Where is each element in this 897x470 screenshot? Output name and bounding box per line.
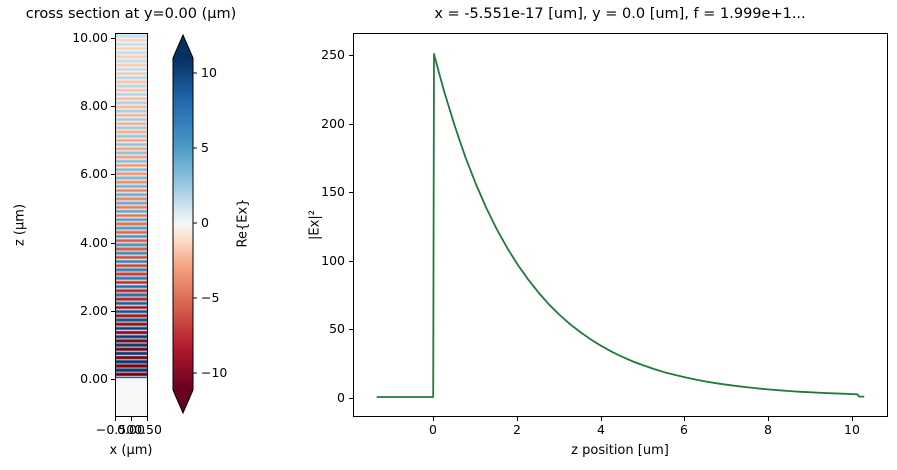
right-ytick-mark	[349, 192, 353, 193]
right-ytick-mark	[349, 55, 353, 56]
right-ytick-mark	[349, 261, 353, 262]
left-yaxis-label: z (μm)	[12, 203, 28, 247]
left-xtick-label: 0.00	[117, 422, 145, 437]
right-xtick-label: 6	[680, 422, 688, 437]
right-ytick-label: 150	[321, 184, 345, 199]
left-plot-title: cross section at y=0.00 (μm)	[25, 6, 237, 22]
right-xtick-mark	[433, 417, 434, 421]
left-ytick-label: 6.00	[80, 166, 108, 181]
colorbar	[172, 33, 197, 415]
right-ytick-mark	[349, 124, 353, 125]
right-xaxis-label: z position [um]	[571, 443, 669, 458]
right-ytick-label: 100	[321, 253, 345, 268]
right-ytick-label: 250	[321, 47, 345, 62]
left-ytick-mark	[111, 311, 115, 312]
left-ytick-mark	[111, 38, 115, 39]
right-xtick-label: 2	[513, 422, 521, 437]
colorbar-bar	[172, 33, 194, 415]
heatmap-image	[116, 34, 147, 416]
right-yaxis-label: |Ex|²	[307, 210, 323, 240]
right-xtick-label: 10	[844, 422, 860, 437]
left-xtick-label: 0.50	[134, 422, 162, 437]
left-ytick-label: 0.00	[80, 371, 108, 386]
ex2-curve	[376, 53, 865, 398]
right-xtick-mark	[517, 417, 518, 421]
right-plot-title: x = -5.551e-17 [um], y = 0.0 [um], f = 1…	[434, 6, 806, 22]
right-xtick-mark	[768, 417, 769, 421]
colorbar-tick-label: 5	[201, 140, 209, 155]
right-xtick-mark	[601, 417, 602, 421]
colorbar-tick-label: −10	[201, 365, 228, 380]
right-xtick-mark	[852, 417, 853, 421]
left-xtick-mark	[147, 417, 148, 421]
colorbar-label: Re{Ex}	[235, 198, 251, 248]
line-plot	[376, 53, 865, 398]
right-ytick-label: 50	[329, 321, 345, 336]
left-ytick-mark	[111, 379, 115, 380]
left-ytick-mark	[111, 106, 115, 107]
colorbar-tick-label: 10	[201, 65, 217, 80]
left-ytick-mark	[111, 174, 115, 175]
right-ytick-label: 0	[337, 390, 345, 405]
right-ytick-mark	[349, 329, 353, 330]
right-xtick-mark	[684, 417, 685, 421]
line-plot-axes	[353, 33, 888, 417]
colorbar-tick-label: −5	[201, 290, 220, 305]
left-ytick-label: 4.00	[80, 235, 108, 250]
left-xtick-label: −0.50	[95, 422, 135, 437]
left-ytick-label: 10.00	[72, 30, 108, 45]
right-ytick-mark	[349, 398, 353, 399]
colorbar-tick-label: 0	[201, 215, 209, 230]
right-xtick-label: 4	[597, 422, 605, 437]
right-xtick-label: 0	[429, 422, 437, 437]
left-ytick-label: 2.00	[80, 303, 108, 318]
left-xaxis-label: x (μm)	[109, 443, 153, 458]
left-ytick-mark	[111, 243, 115, 244]
left-ytick-label: 8.00	[80, 98, 108, 113]
left-xtick-mark	[115, 417, 116, 421]
right-ytick-label: 200	[321, 116, 345, 131]
colorbar-tick-marks	[193, 72, 197, 374]
heatmap-axes	[115, 33, 148, 417]
right-xtick-label: 8	[764, 422, 772, 437]
left-xtick-mark	[131, 417, 132, 421]
